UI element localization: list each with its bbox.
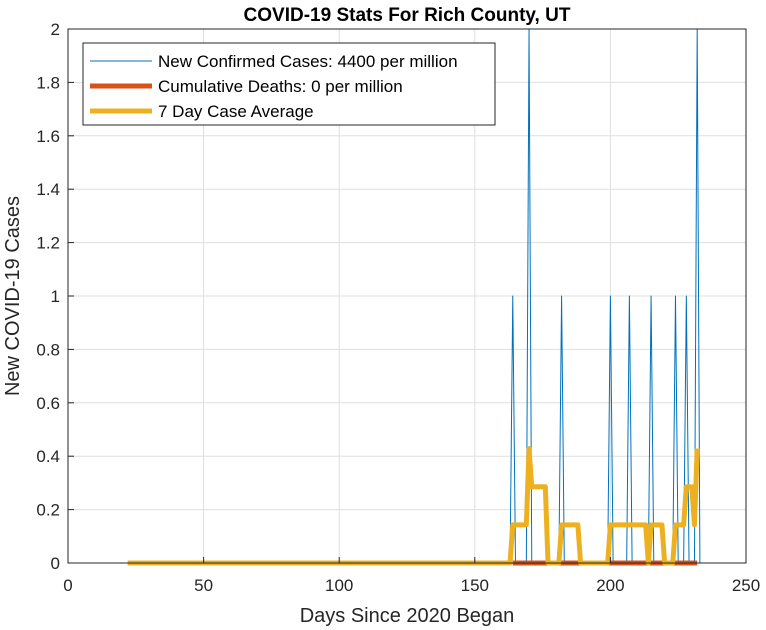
x-tick-label: 100 [325,576,353,595]
y-tick-label: 0.6 [36,394,60,413]
y-tick-label: 2 [51,20,60,39]
y-tick-label: 0.4 [36,447,60,466]
x-tick-label: 200 [596,576,624,595]
x-tick-label: 0 [63,576,72,595]
legend-entry-deaths: Cumulative Deaths: 0 per million [158,77,403,96]
legend: New Confirmed Cases: 4400 per million Cu… [82,42,496,126]
y-tick-label: 1 [51,287,60,306]
x-tick-label: 50 [194,576,213,595]
y-axis-label: New COVID-19 Cases [2,196,24,396]
y-tick-label: 0 [51,554,60,573]
y-tick-label: 1.4 [36,180,60,199]
x-tick-label: 150 [461,576,489,595]
x-axis-label: Days Since 2020 Began [300,605,515,627]
y-tick-label: 1.8 [36,73,60,92]
legend-entry-cases: New Confirmed Cases: 4400 per million [158,52,458,71]
y-tick-label: 0.8 [36,340,60,359]
legend-entry-average: 7 Day Case Average [158,102,314,121]
chart-title: COVID-19 Stats For Rich County, UT [244,5,571,26]
x-tick-label: 250 [732,576,760,595]
series-new-cases-line [127,28,701,564]
y-tick-label: 1.2 [36,234,60,253]
y-tick-label: 1.6 [36,127,60,146]
axis-ticks: 0 50 100 150 200 250 0 0.2 0.4 0.6 0.8 1 1.2 1.4 1.6 1.… [36,20,760,595]
y-tick-label: 0.2 [36,501,60,520]
